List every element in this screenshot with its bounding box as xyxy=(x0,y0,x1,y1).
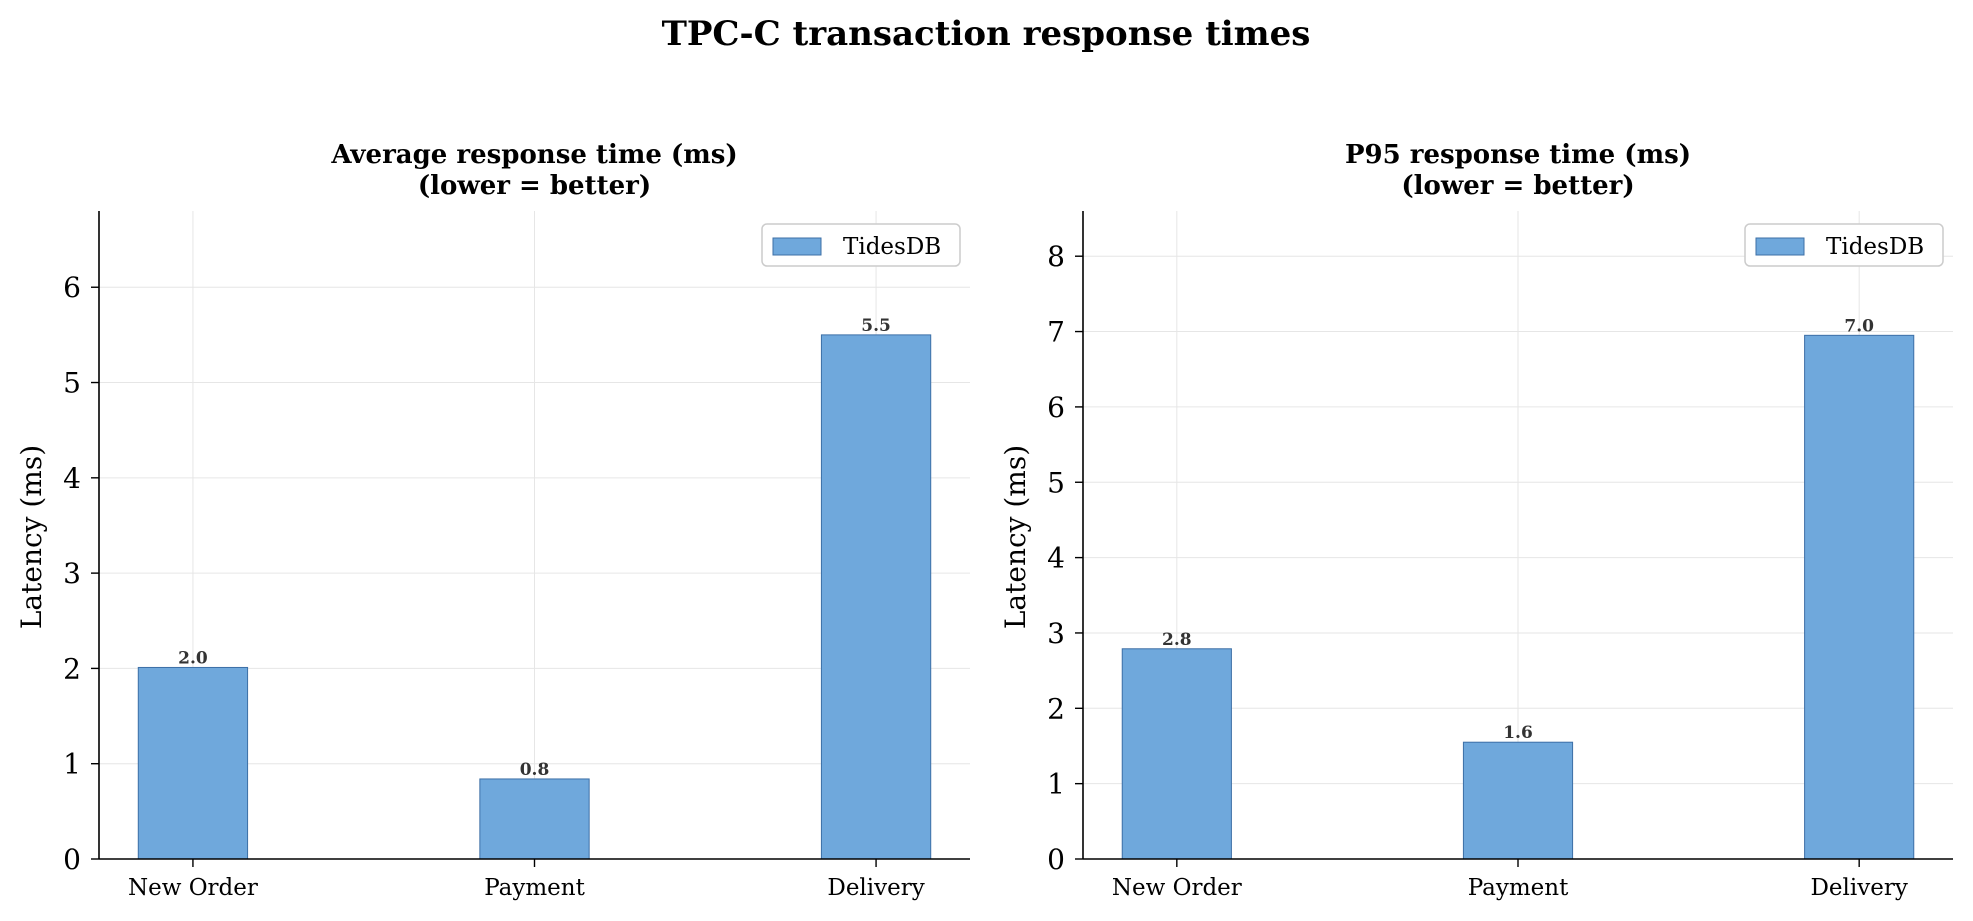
chart-panels: 2.0 0.8 5.5 0 1 2 3 4 5 6 New Order Payment Delivery… xyxy=(15,140,1953,901)
x-tick-label: Delivery xyxy=(1810,875,1907,901)
x-tick-label: Payment xyxy=(484,875,585,901)
x-tick-label: New Order xyxy=(1112,875,1242,901)
y-tick-label: 0 xyxy=(1047,843,1065,876)
bar-delivery xyxy=(1804,334,1915,860)
y-tick-label: 4 xyxy=(63,462,81,495)
y-tick-label: 3 xyxy=(1047,617,1065,650)
legend-swatch xyxy=(772,237,822,256)
y-tick-label: 1 xyxy=(1047,768,1065,801)
chart-panel-2: 2.8 1.6 7.0 0 1 2 3 4 5 6 7 8 New Order Payment Delive… xyxy=(999,140,1953,901)
y-axis-label: Latency (ms) xyxy=(15,445,48,629)
bar-payment xyxy=(479,778,590,860)
y-tick-label: 2 xyxy=(1047,692,1065,725)
y-axis-label: Latency (ms) xyxy=(999,445,1032,629)
panel-subtitle: (lower = better) xyxy=(1401,171,1634,201)
y-tick-label: 7 xyxy=(1047,316,1065,349)
bar-delivery xyxy=(820,334,932,860)
y-tick-label: 8 xyxy=(1047,240,1065,273)
data-label: 1.6 xyxy=(1503,723,1533,743)
chart-panel-1: 2.0 0.8 5.5 0 1 2 3 4 5 6 New Order Payment Delivery… xyxy=(15,140,970,901)
bar-new-order xyxy=(1121,648,1232,860)
bar-payment xyxy=(1462,741,1574,860)
y-tick-label: 0 xyxy=(63,843,81,876)
legend-label: TidesDB xyxy=(843,234,941,260)
data-label: 2.0 xyxy=(178,648,208,668)
bar-new-order xyxy=(137,666,249,860)
y-tick-label: 3 xyxy=(63,557,81,590)
x-tick-label: Delivery xyxy=(827,875,924,901)
data-label: 0.8 xyxy=(520,760,550,780)
legend-swatch xyxy=(1755,237,1805,256)
legend-label: TidesDB xyxy=(1826,234,1924,260)
panel-title: Average response time (ms) xyxy=(330,140,737,170)
y-tick-label: 5 xyxy=(1047,466,1065,499)
y-tick-label: 4 xyxy=(1047,542,1065,575)
y-tick-label: 6 xyxy=(1047,391,1065,424)
panel-subtitle: (lower = better) xyxy=(418,171,651,201)
data-label: 5.5 xyxy=(861,316,891,336)
y-tick-label: 1 xyxy=(63,748,81,781)
data-label: 2.8 xyxy=(1162,630,1192,650)
y-tick-label: 6 xyxy=(63,271,81,304)
legend: TidesDB xyxy=(761,223,961,267)
legend: TidesDB xyxy=(1744,223,1944,267)
x-tick-label: Payment xyxy=(1468,875,1569,901)
y-tick-label: 5 xyxy=(63,367,81,400)
x-tick-label: New Order xyxy=(128,875,258,901)
data-label: 7.0 xyxy=(1844,316,1874,336)
y-tick-label: 2 xyxy=(63,652,81,685)
panel-title: P95 response time (ms) xyxy=(1345,140,1691,170)
figure-title: TPC-C transaction response times xyxy=(662,14,1311,54)
